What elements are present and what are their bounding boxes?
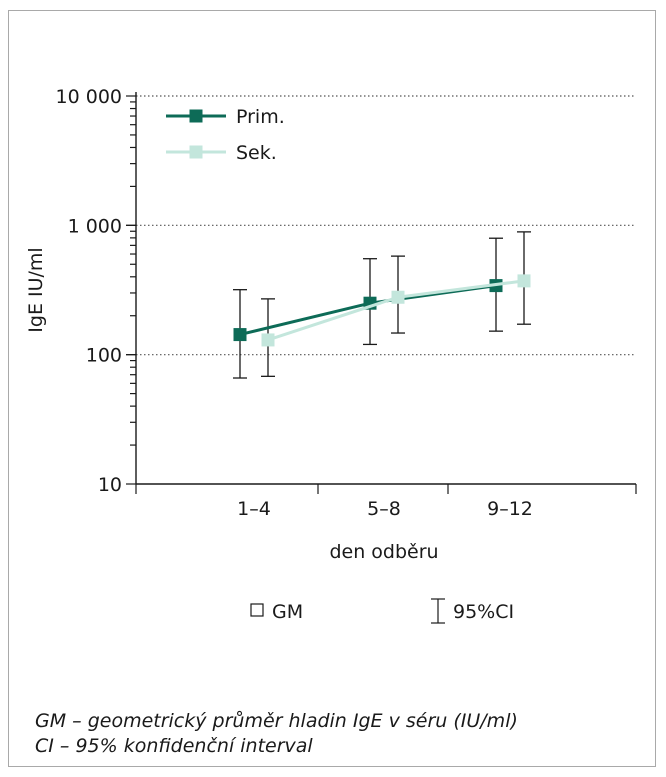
legend-label: Sek. bbox=[236, 142, 277, 164]
data-point bbox=[391, 290, 405, 304]
x-axis-label: den odběru bbox=[329, 541, 438, 563]
legend-label: Prim. bbox=[236, 106, 285, 128]
y-tick-label: 1 000 bbox=[68, 215, 122, 237]
data-point bbox=[517, 274, 531, 288]
y-tick-label: 10 bbox=[98, 474, 122, 496]
y-tick-label: 100 bbox=[86, 345, 122, 367]
legend-marker bbox=[189, 109, 203, 123]
series-line bbox=[239, 284, 497, 337]
key-ci-label: 95%CI bbox=[453, 601, 514, 623]
x-tick-label: 5–8 bbox=[367, 498, 401, 520]
series-line bbox=[267, 279, 525, 342]
figure-caption: GM – geometrický průměr hladin IgE v sér… bbox=[35, 709, 518, 759]
figure-frame bbox=[8, 10, 656, 767]
y-tick-label: 10 000 bbox=[56, 86, 122, 108]
key-gm-label: GM bbox=[272, 601, 303, 623]
y-axis-label: IgE IU/ml bbox=[25, 247, 47, 332]
legend-marker bbox=[189, 145, 203, 159]
caption-line-gm: GM – geometrický průměr hladin IgE v sér… bbox=[35, 710, 518, 732]
x-tick-label: 1–4 bbox=[237, 498, 271, 520]
data-point bbox=[233, 328, 247, 342]
data-point bbox=[261, 333, 275, 347]
caption-line-ci: CI – 95% konfidenční interval bbox=[35, 735, 313, 757]
x-tick-label: 9–12 bbox=[487, 498, 533, 520]
gm-square-icon bbox=[250, 603, 264, 617]
